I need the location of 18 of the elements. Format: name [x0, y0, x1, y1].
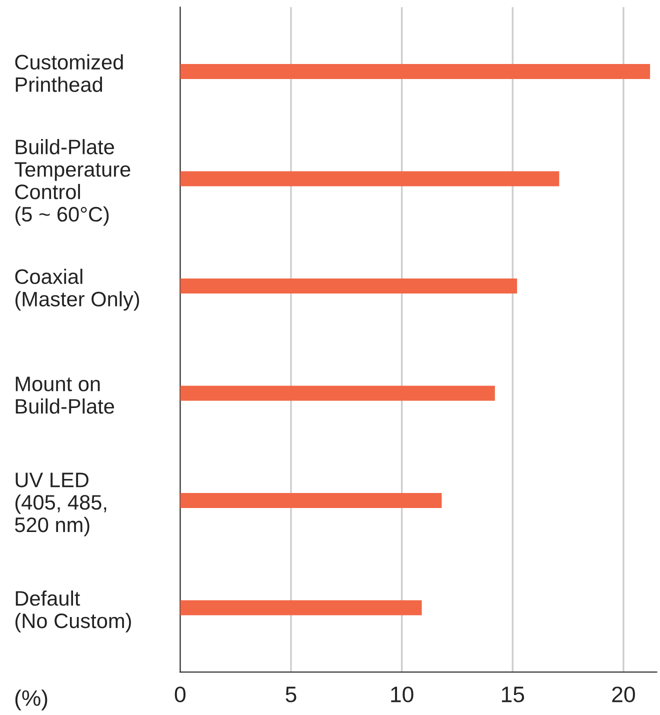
x-axis-title: (%) — [15, 690, 48, 710]
x-tick-label: 5 — [286, 686, 296, 702]
y-tick-label: UV LED (405, 485, 520 nm) — [15, 472, 106, 536]
bar — [180, 492, 442, 508]
x-tick-label: 0 — [174, 686, 186, 702]
x-tick-label: 10 — [391, 686, 414, 702]
y-tick-label: Mount on Build-Plate — [16, 376, 114, 414]
bar — [180, 171, 560, 186]
bar — [180, 600, 422, 616]
bar — [180, 278, 518, 294]
bar — [180, 64, 650, 80]
bar — [180, 386, 495, 401]
x-tick-label: 15 — [502, 686, 524, 702]
y-tick-label: Build-Plate Temperature Control (5 ~ 60°C) — [14, 139, 130, 226]
y-tick-label: Customized Printhead — [15, 54, 123, 92]
y-tick-label: Coaxial (Master Only) — [15, 268, 140, 311]
y-tick-label: Default (No Custom) — [15, 590, 131, 632]
x-tick-label: 20 — [612, 686, 635, 702]
